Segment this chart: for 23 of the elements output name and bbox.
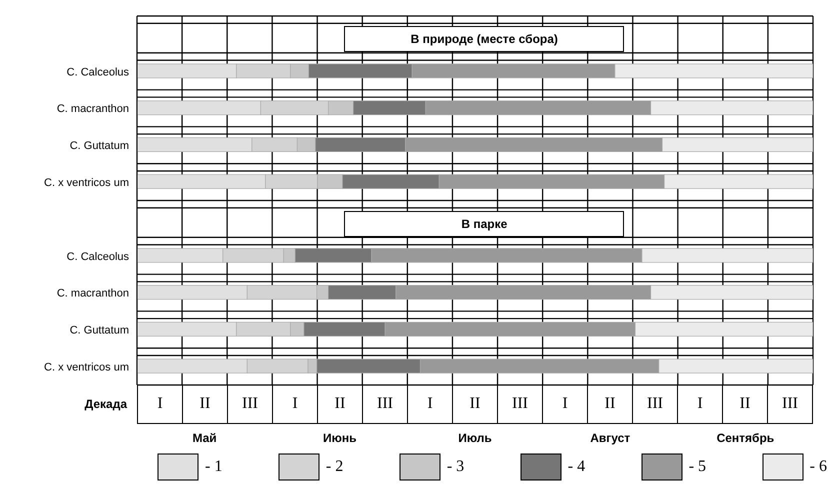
table-row-frame: I II III I II III I II III I II III I II III <box>137 385 813 424</box>
caption-box: В природе (месте сбора) <box>344 26 624 52</box>
text: Май <box>191 431 218 445</box>
y-tick-label: C. Guttatum <box>70 140 129 152</box>
legend-label: - 5 <box>688 458 706 476</box>
y-tick-label: C. Calceolus <box>66 66 130 78</box>
text: Июнь <box>322 431 358 445</box>
text: Июль <box>457 431 493 445</box>
legend-label: - 1 <box>205 458 222 476</box>
text: Сентябрь <box>716 431 776 445</box>
legend-label: - 6 <box>810 458 827 476</box>
legend-label: - 3 <box>446 458 464 476</box>
legend-label: - 4 <box>568 458 586 476</box>
y-tick-label: C. x ventricos um <box>44 176 129 189</box>
y-tick-label: C. macranthon <box>56 103 129 116</box>
y-tick-label: C. Guttatum <box>70 324 129 337</box>
text: Август <box>589 431 632 445</box>
y-tick-label: C. Calceolus <box>66 250 130 263</box>
y-tick-label: C. x ventricos um <box>44 361 129 374</box>
caption-box: В парке <box>344 210 624 237</box>
y-tick-label: C. macranthon <box>56 288 129 300</box>
legend-label: - 2 <box>326 458 344 476</box>
x-axis-title: Декада <box>84 397 127 411</box>
